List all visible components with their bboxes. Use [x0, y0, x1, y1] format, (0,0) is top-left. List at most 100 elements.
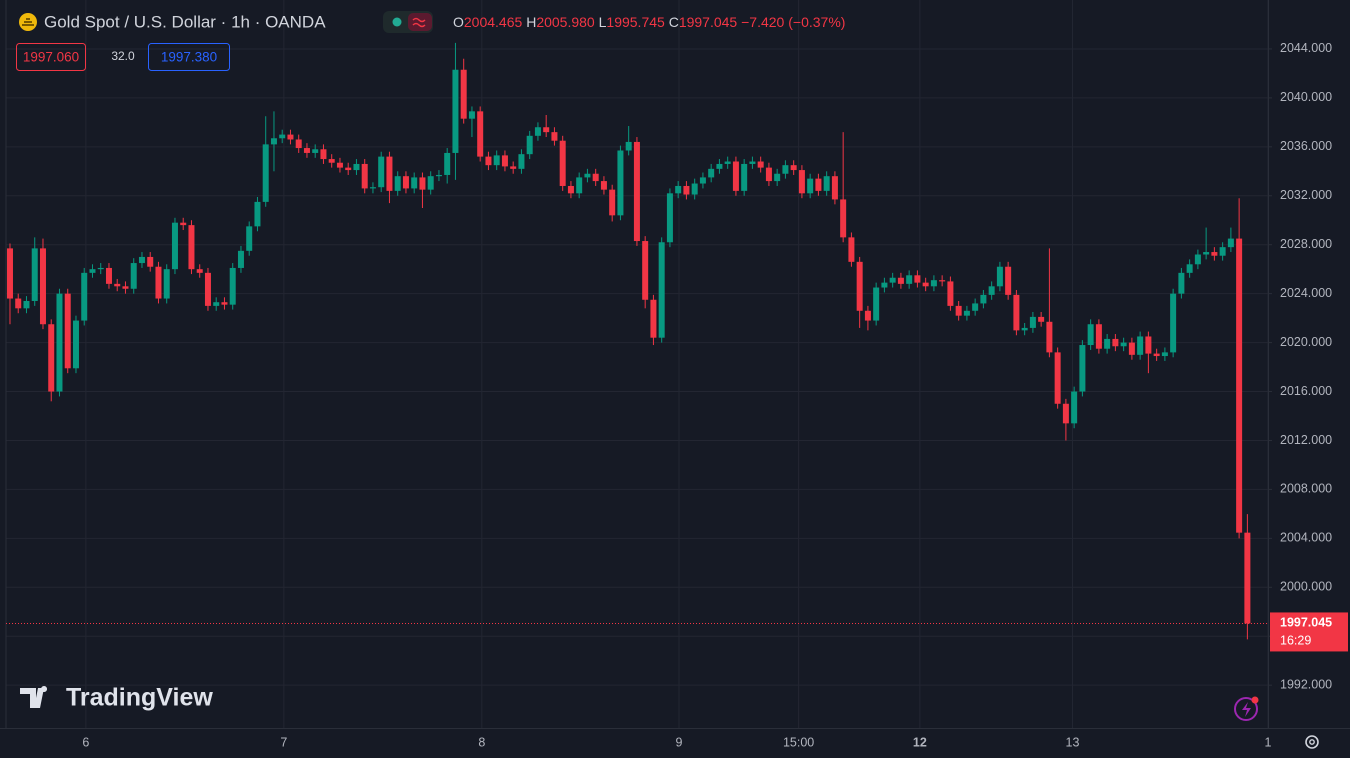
bar-countdown: 16:29	[1280, 634, 1311, 648]
candle-body	[97, 267, 104, 270]
candle-body	[15, 298, 22, 309]
candle-body	[1203, 252, 1210, 255]
ohlc-legend: O2004.465 H2005.980 L1995.745 C1997.045 …	[453, 14, 845, 30]
candle-body	[1062, 403, 1069, 424]
close-value: 1997.045	[679, 14, 738, 30]
y-tick-label: 2004.000	[1280, 531, 1332, 545]
candle-body	[939, 280, 946, 282]
candle-body	[303, 148, 310, 153]
candle-body	[889, 277, 896, 283]
candle-body	[1153, 353, 1160, 357]
candle-body	[1029, 316, 1036, 328]
candle-body	[477, 111, 484, 157]
candle-body	[996, 266, 1003, 287]
candle-body	[873, 287, 880, 321]
buy-price: 1997.380	[161, 50, 217, 65]
candle-body	[402, 176, 409, 189]
candle-body	[848, 237, 855, 262]
candle-body	[1087, 324, 1094, 346]
candle-body	[485, 156, 492, 166]
last-price-box	[1270, 612, 1348, 652]
y-tick-label: 2036.000	[1280, 139, 1332, 153]
candle-body	[361, 163, 368, 189]
candle-body	[105, 267, 112, 284]
x-tick-label: 9	[676, 735, 683, 749]
candle-body	[642, 241, 649, 300]
candle-body	[147, 256, 154, 267]
candle-body	[675, 185, 682, 194]
time-axis: 6 7 8 9 15:00 12 13 1	[82, 735, 1271, 749]
candle-body	[31, 248, 38, 301]
candle-body	[831, 176, 838, 200]
x-tick-label: 7	[280, 735, 287, 749]
candle-body	[279, 134, 286, 139]
sell-button[interactable]	[16, 43, 86, 71]
alert-dot	[1251, 696, 1259, 704]
last-price: 1997.045 16:29	[6, 612, 1348, 652]
high-label: H	[526, 14, 536, 30]
candle-body	[807, 178, 814, 194]
candle-body	[543, 127, 550, 133]
last-price-label: 1997.045	[1280, 616, 1332, 630]
candle-body	[559, 140, 566, 186]
candle-body	[89, 269, 96, 273]
candle-body	[411, 177, 418, 189]
candle-body	[1170, 293, 1177, 353]
buy-button[interactable]	[148, 43, 230, 71]
candle-body	[757, 161, 764, 168]
candle-body	[6, 248, 13, 299]
candle-body	[427, 176, 434, 190]
candle-body	[1186, 264, 1193, 273]
spread: 32.0	[111, 49, 135, 63]
candle-body	[81, 272, 88, 321]
candle-body	[378, 156, 385, 188]
candle-body	[328, 159, 335, 163]
candle-body	[1120, 342, 1127, 347]
candle-body	[906, 275, 913, 284]
candle-body	[1227, 238, 1234, 248]
candle-body	[798, 170, 805, 194]
candle-body	[1079, 345, 1086, 392]
candle-body	[650, 299, 657, 338]
candle-body	[501, 155, 508, 167]
data-delay	[408, 13, 432, 31]
y-tick-label: 2008.000	[1280, 482, 1332, 496]
settings-icon-center	[1309, 739, 1315, 745]
candle-body	[617, 150, 624, 216]
candle-body	[48, 324, 55, 392]
y-tick-label: 2016.000	[1280, 384, 1332, 398]
candle-body	[708, 168, 715, 178]
open-value: 2004.465	[464, 14, 523, 30]
candle-body	[749, 161, 756, 164]
candle-body	[23, 300, 30, 309]
settings-button[interactable]	[1305, 735, 1319, 749]
candle-body	[1046, 321, 1053, 353]
candle-body	[180, 222, 187, 226]
candle-body	[1194, 254, 1201, 265]
candle-body	[171, 222, 178, 270]
candle-body	[716, 163, 723, 169]
candle-body	[204, 272, 211, 306]
y-tick-label: 1992.000	[1280, 677, 1332, 691]
x-tick-label: 6	[82, 735, 89, 749]
candle-body	[1236, 238, 1243, 533]
candle-body	[1021, 327, 1028, 331]
candle-body	[823, 176, 830, 191]
candle-body	[914, 275, 921, 283]
alert-icon[interactable]	[1234, 697, 1258, 721]
symbol-title[interactable]: Gold Spot / U.S. Dollar · 1h · OANDA	[44, 12, 326, 31]
candle-body	[1038, 316, 1045, 322]
candle-body	[765, 167, 772, 182]
candle-body	[633, 141, 640, 242]
candle-body	[56, 293, 63, 392]
candle-body	[526, 135, 533, 155]
y-tick-label: 2024.000	[1280, 286, 1332, 300]
sell-price: 1997.060	[23, 50, 79, 65]
y-tick-label: 2044.000	[1280, 41, 1332, 55]
candle-body	[790, 165, 797, 171]
candle-body	[897, 277, 904, 284]
x-tick-label: 15:00	[783, 735, 814, 749]
candle-body	[1128, 342, 1135, 355]
y-tick-label: 2012.000	[1280, 433, 1332, 447]
